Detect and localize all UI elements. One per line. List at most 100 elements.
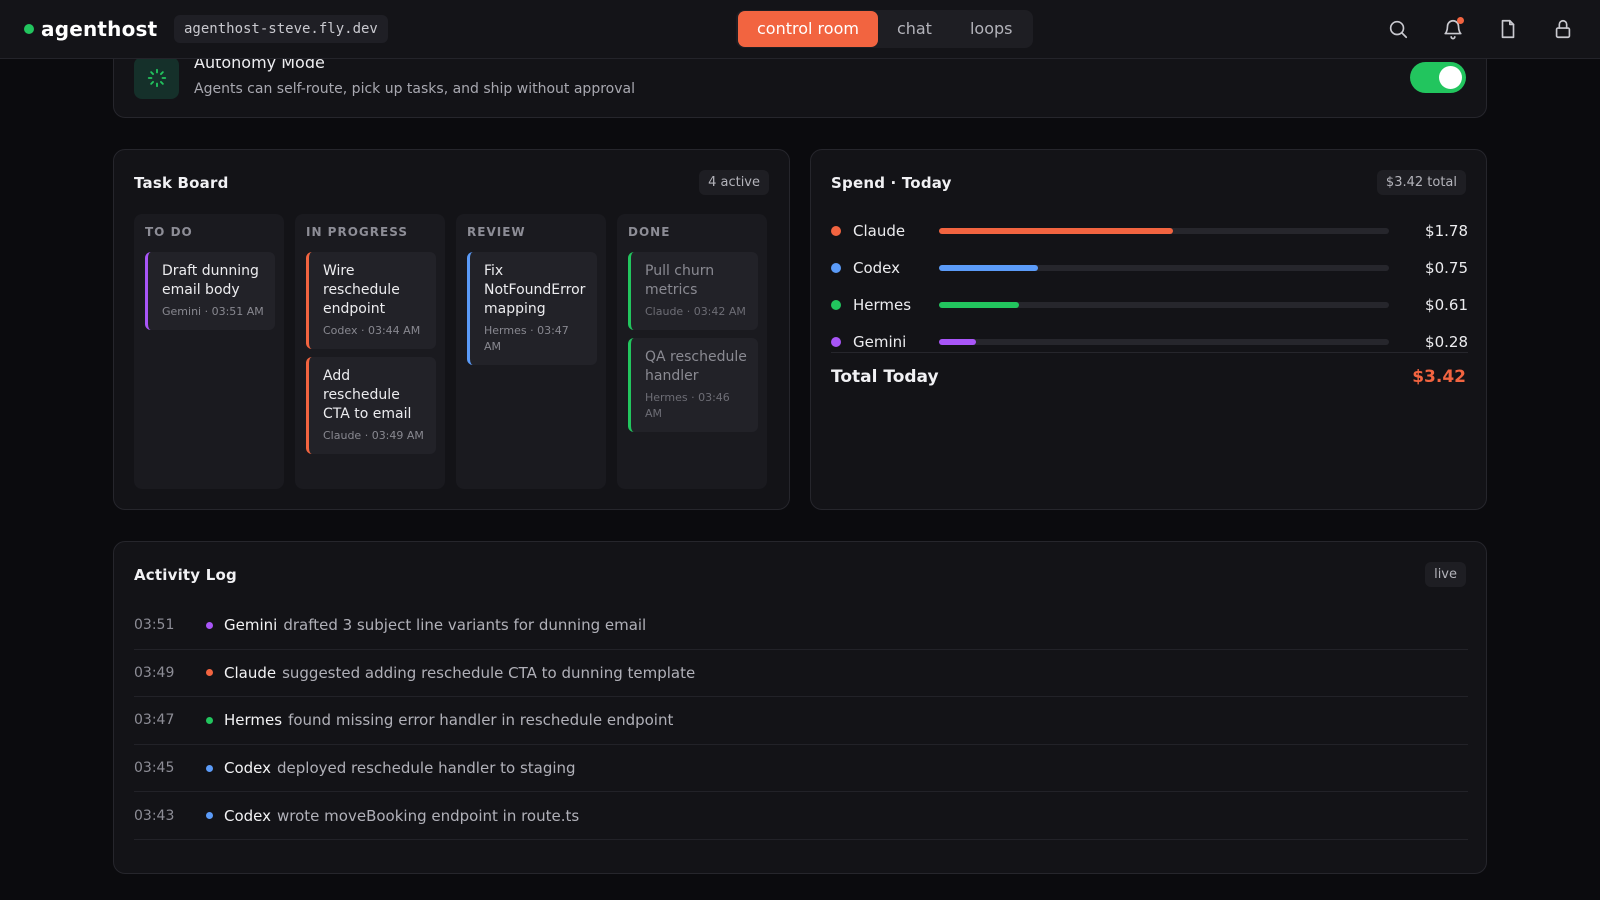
spend-agent-name: Claude <box>853 221 906 240</box>
task-card[interactable]: Draft dunning email body Gemini · 03:51 A… <box>145 252 275 330</box>
log-time: 03:43 <box>134 807 175 824</box>
host-pill: agenthost-steve.fly.dev <box>174 15 388 43</box>
column-cards: Fix NotFoundError mapping Hermes · 03:47 … <box>467 252 597 373</box>
spend-row: Gemini $0.28 <box>831 323 1468 360</box>
column-cards: Pull churn metrics Claude · 03:42 AM QA re… <box>628 252 758 440</box>
log-time: 03:47 <box>134 712 175 729</box>
column-header: DONE <box>628 225 671 239</box>
log-message: deployed reschedule handler to staging <box>277 759 576 778</box>
log-agent: Hermes <box>224 711 283 730</box>
spend-title: Spend · Today <box>831 174 952 192</box>
spend-amount: $0.61 <box>1425 295 1468 314</box>
log-time: 03:45 <box>134 760 175 777</box>
agent-dot-icon <box>206 716 213 724</box>
task-title: QA reschedule handler <box>645 349 747 384</box>
log-agent: Gemini <box>224 616 278 635</box>
tab-loops[interactable]: loops <box>969 19 1013 38</box>
task-column: TO DO Draft dunning email body Gemini · 03… <box>134 214 284 489</box>
task-board-title: Task Board <box>134 174 229 192</box>
spend-card: Spend · Today $3.42 total Claude $1.78 Cod… <box>810 149 1487 510</box>
log-message: drafted 3 subject line variants for dunn… <box>283 616 647 635</box>
spend-row: Codex $0.75 <box>831 249 1468 286</box>
spend-agent-name: Gemini <box>853 332 907 351</box>
agent-dot-icon <box>206 812 213 820</box>
autonomy-toggle[interactable] <box>1410 62 1466 93</box>
task-card[interactable]: Fix NotFoundError mapping Hermes · 03:47 … <box>467 252 597 365</box>
top-bar: agenthost agenthost-steve.fly.dev contro… <box>0 0 1600 59</box>
live-badge: live <box>1425 562 1466 587</box>
agent-dot-icon <box>206 669 213 677</box>
agent-dot-icon <box>831 336 841 347</box>
task-column: DONE Pull churn metrics Claude · 03:42 AM Q… <box>617 214 767 489</box>
brand-name: agenthost <box>41 17 158 41</box>
file-icon[interactable] <box>1495 16 1521 42</box>
task-title: Fix NotFoundError mapping <box>484 263 586 317</box>
task-title: Wire reschedule endpoint <box>323 263 400 317</box>
log-row: 03:49 Claude suggested adding reschedule C… <box>134 650 1468 698</box>
task-meta: Hermes · 03:47 AM <box>484 324 569 353</box>
task-card[interactable]: Wire reschedule endpoint Codex · 03:44 AM <box>306 252 436 349</box>
spend-total-badge: $3.42 total <box>1376 170 1466 195</box>
task-meta: Codex · 03:44 AM <box>323 324 421 337</box>
log-message: found missing error handler in reschedul… <box>288 711 674 730</box>
agent-dot-icon <box>831 299 841 310</box>
total-label: Total Today <box>831 367 939 387</box>
agent-dot-icon <box>206 621 213 629</box>
main-tabs: control room chat loops <box>736 10 1034 48</box>
search-icon[interactable] <box>1385 16 1411 42</box>
task-title: Pull churn metrics <box>645 263 715 298</box>
spend-bar-fill <box>939 338 976 345</box>
column-cards: Wire reschedule endpoint Codex · 03:44 AM… <box>306 252 436 462</box>
log-agent: Codex <box>224 806 272 825</box>
task-card[interactable]: Add reschedule CTA to email Claude · 03:4… <box>306 357 436 454</box>
tab-control-room[interactable]: control room <box>738 11 878 47</box>
spend-amount: $0.28 <box>1425 332 1468 351</box>
tab-chat[interactable]: chat <box>896 19 932 38</box>
agent-dot-icon <box>206 764 213 772</box>
task-meta: Claude · 03:49 AM <box>323 429 424 442</box>
spend-bar-fill <box>939 227 1174 234</box>
log-agent: Claude <box>224 663 277 682</box>
spend-agent-name: Hermes <box>853 295 912 314</box>
status-dot-icon <box>24 24 34 34</box>
log-time: 03:51 <box>134 617 175 634</box>
column-header: TO DO <box>145 225 193 239</box>
spend-divider <box>831 352 1468 353</box>
task-column: REVIEW Fix NotFoundError mapping Hermes · … <box>456 214 606 489</box>
task-meta: Claude · 03:42 AM <box>645 305 746 318</box>
bell-icon[interactable] <box>1440 16 1466 42</box>
spend-bar-track <box>939 264 1389 271</box>
spend-row: Claude $1.78 <box>831 212 1468 249</box>
top-icons <box>1356 16 1576 42</box>
task-board-card: Task Board 4 active TO DO Draft dunning e… <box>113 149 790 510</box>
autonomy-subtitle: Agents can self-route, pick up tasks, an… <box>194 81 635 97</box>
lock-icon[interactable] <box>1550 16 1576 42</box>
task-card[interactable]: QA reschedule handler Hermes · 03:46 AM <box>628 338 758 432</box>
log-agent: Codex <box>224 759 272 778</box>
spend-amount: $1.78 <box>1425 221 1468 240</box>
log-message: wrote moveBooking endpoint in route.ts <box>277 806 580 825</box>
active-count-badge: 4 active <box>699 170 769 195</box>
log-row: 03:47 Hermes found missing error handler i… <box>134 697 1468 745</box>
log-row: 03:43 Codex wrote moveBooking endpoint in … <box>134 792 1468 840</box>
agent-dot-icon <box>831 262 841 273</box>
spend-rows: Claude $1.78 Codex $0.75 Hermes $0.61 Gemini $0… <box>831 212 1468 360</box>
activity-log-card: Activity Log live 03:51 Gemini drafted 3 s… <box>113 541 1487 874</box>
toggle-knob <box>1439 66 1462 89</box>
task-meta: Gemini · 03:51 AM <box>162 305 264 318</box>
column-header: REVIEW <box>467 225 526 239</box>
log-row: 03:45 Codex deployed reschedule handler to… <box>134 745 1468 793</box>
spend-bar-fill <box>939 264 1038 271</box>
spend-row: Hermes $0.61 <box>831 286 1468 323</box>
agent-dot-icon <box>831 225 841 236</box>
loader-icon <box>134 57 179 99</box>
column-header: IN PROGRESS <box>306 225 408 239</box>
task-card[interactable]: Pull churn metrics Claude · 03:42 AM <box>628 252 758 330</box>
task-column: IN PROGRESS Wire reschedule endpoint Codex… <box>295 214 445 489</box>
spend-amount: $0.75 <box>1425 258 1468 277</box>
notification-dot <box>1457 17 1464 24</box>
spend-bar-track <box>939 301 1389 308</box>
spend-bar-track <box>939 338 1389 345</box>
task-title: Add reschedule CTA to email <box>323 368 412 422</box>
brand[interactable]: agenthost <box>24 17 157 41</box>
